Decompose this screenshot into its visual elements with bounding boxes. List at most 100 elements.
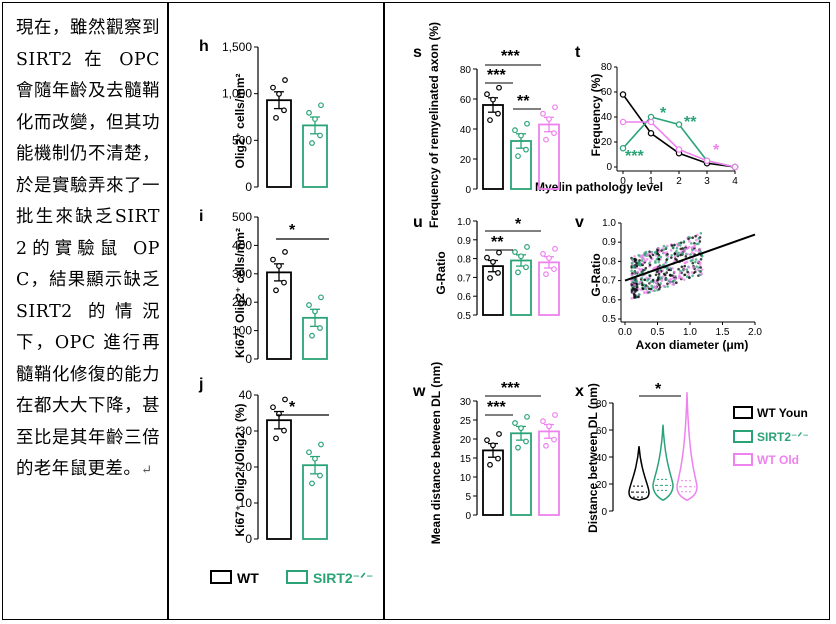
y-tick-label: 0 (465, 185, 471, 196)
data-point (552, 104, 558, 111)
series-point (675, 146, 683, 153)
scatter-point (679, 247, 683, 251)
y-tick-label: 80 (601, 62, 613, 73)
yticks-j: 40 30 20 10 0 (239, 388, 259, 546)
scatter-point (644, 266, 648, 270)
legend-swatch-wt-young (733, 406, 753, 419)
x-tick-label: 1.0 (683, 327, 697, 338)
data-point (551, 266, 557, 273)
scatter-point (633, 296, 637, 299)
scatter-point (630, 269, 633, 273)
y-tick-label: 40 (596, 453, 608, 464)
scatter-point (660, 249, 663, 252)
scatter-point (643, 278, 647, 282)
y-tick-label: 1,000 (222, 87, 252, 101)
sig-u-2: ** (491, 234, 504, 251)
scatter-point (642, 268, 645, 272)
scatter-point (671, 280, 675, 283)
data-point (546, 116, 552, 122)
y-tick-label: 0.6 (602, 295, 616, 306)
scatter-point (657, 247, 661, 250)
scatter-point (654, 281, 658, 285)
y-tick-label: 0.8 (602, 256, 616, 267)
scatter-point (630, 261, 634, 265)
data-point (318, 294, 324, 301)
scatter-point (677, 274, 681, 278)
y-tick-label: 0.8 (457, 255, 471, 266)
series-point (731, 163, 739, 171)
scatter-point (685, 275, 689, 279)
legend-label-sirt2: SIRT2⁻ᐟ⁻ (313, 570, 373, 586)
scatter-point (669, 267, 673, 270)
scatter-point (698, 263, 702, 266)
scatter-point (697, 237, 701, 240)
scatter-point (694, 258, 698, 261)
scatter-point (690, 242, 693, 245)
y-tick-label: 10 (239, 496, 253, 510)
y-tick-label: 40 (460, 125, 472, 136)
bar (266, 419, 292, 540)
y-tick-label: 20 (460, 155, 472, 166)
data-point (306, 449, 312, 456)
y-tick-label: 30 (460, 397, 472, 408)
data-point (484, 254, 490, 261)
y-tick-label: 0.9 (457, 236, 471, 247)
data-point (546, 255, 552, 262)
scatter-point (663, 273, 667, 277)
y-tick-label: 0 (245, 180, 252, 194)
data-point (518, 425, 524, 432)
scatter-point (654, 286, 657, 290)
text-panel: 現在，雖然觀察到 SIRT2 在 OPC 會隨年齡及去髓鞘化而改變，但其功能機制… (2, 2, 168, 620)
scatter-point (673, 243, 676, 247)
scatter-point (668, 278, 672, 282)
scatter-point (665, 277, 668, 281)
scatter-point (650, 284, 654, 288)
data-point (484, 91, 490, 98)
data-point (270, 84, 276, 91)
ticks-t: 80 60 40 20 00 1 2 3 4 (601, 62, 738, 187)
scatter-point (633, 265, 636, 269)
sig-t-3: ** (684, 114, 697, 131)
yticks-h: 1,500 1,000 500 0 (222, 40, 259, 194)
scatter-point (679, 269, 682, 273)
bar (302, 124, 328, 188)
x-tick-label: 1 (648, 176, 654, 187)
scatter-point (662, 251, 665, 254)
scatter-point (640, 276, 644, 280)
sig-t-4: * (713, 142, 720, 159)
data-point (512, 420, 518, 426)
series-point (647, 118, 655, 126)
data-point (487, 275, 493, 281)
scatter-point (684, 247, 688, 251)
data-point (282, 396, 288, 403)
chinese-paragraph: 現在，雖然觀察到 SIRT2 在 OPC 會隨年齡及去髓鞘化而改變，但其功能機制… (16, 13, 160, 487)
scatter-point (645, 276, 648, 280)
scatter-point (638, 259, 641, 262)
scatter-point (641, 255, 644, 259)
scatter-point (674, 281, 678, 284)
legend-label-sirt2-right: SIRT2⁻ᐟ⁻ (757, 430, 809, 444)
ylabel-i: Ki67⁺ Olig2⁺ cells/mm² (233, 228, 247, 358)
scatter-point (630, 258, 634, 261)
scatter-point (657, 272, 661, 276)
y-tick-label: 1,500 (222, 40, 252, 54)
y-tick-label: 0 (245, 532, 252, 546)
panel-letter-x: x (575, 383, 584, 400)
scatter-point (680, 265, 684, 269)
data-point (515, 444, 521, 451)
data-point (512, 249, 518, 255)
scatter-point (698, 247, 702, 251)
y-tick-label: 1.0 (457, 217, 471, 228)
data-point (270, 256, 276, 263)
scatter-point (638, 281, 642, 284)
scatter-point (643, 251, 647, 255)
scatter-point (686, 270, 689, 274)
scatter-point (691, 261, 695, 265)
legend-label-wt-old: WT Old (757, 453, 799, 467)
sig-s-2: *** (487, 67, 506, 84)
panel-letter-j: j (198, 376, 203, 393)
legend-swatch-sirt2 (286, 570, 308, 584)
scatter-point (689, 259, 693, 263)
data-point (318, 441, 324, 448)
scatter-point (651, 279, 655, 282)
